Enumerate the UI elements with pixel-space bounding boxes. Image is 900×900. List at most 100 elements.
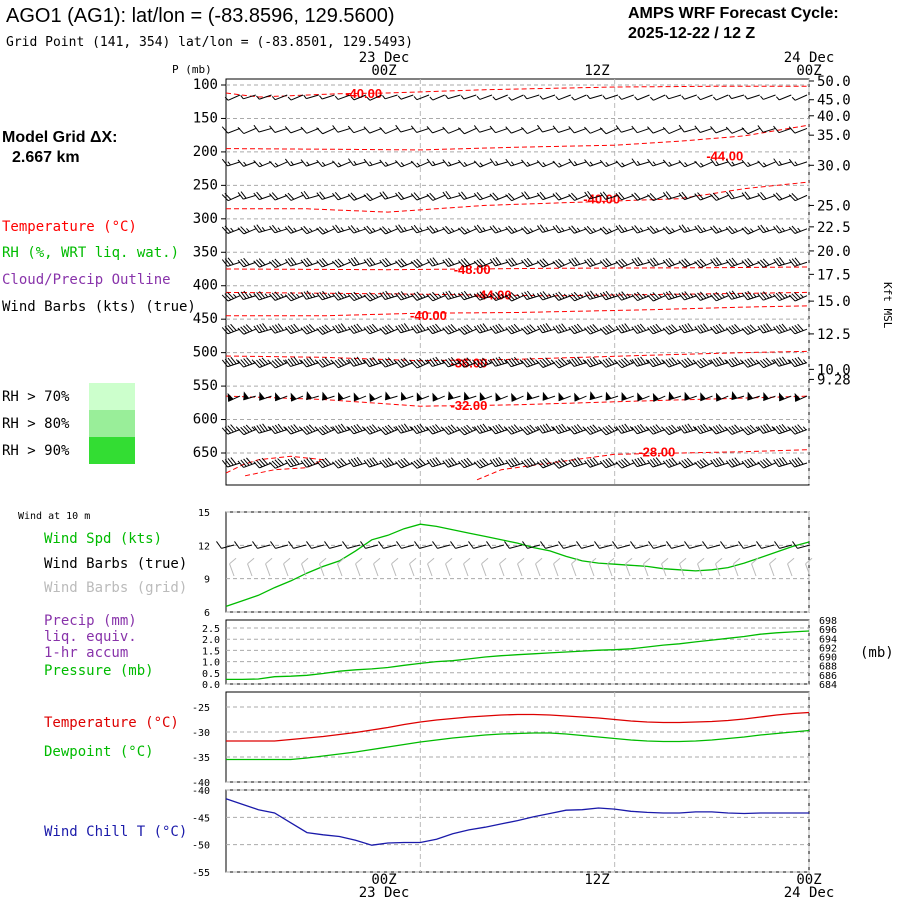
barb-full <box>681 191 688 199</box>
barb-full <box>387 457 395 465</box>
barb-staff <box>321 94 335 100</box>
barb-full <box>621 291 628 299</box>
barb-full <box>744 191 751 199</box>
barb-staff <box>511 94 524 101</box>
barb-half <box>684 162 688 166</box>
barb-half <box>784 293 788 298</box>
barb-staff <box>385 161 398 167</box>
barb-full <box>395 192 402 200</box>
barb-full <box>237 360 244 368</box>
barb-staff <box>464 228 477 235</box>
barb-full <box>552 293 559 301</box>
surface-wind-barb <box>792 541 811 549</box>
barb-staff <box>794 228 808 234</box>
barb-staff <box>716 194 729 201</box>
barb-full <box>373 557 381 565</box>
cross-section-wind-barb <box>757 191 776 201</box>
barb-staff <box>779 94 792 101</box>
barb-full <box>240 226 247 234</box>
cross-section-wind-barb <box>615 357 634 369</box>
cross-section-wind-barb <box>379 126 398 134</box>
barb-full <box>713 358 720 366</box>
barb-staff <box>621 194 634 201</box>
cross-section-wind-barb <box>395 258 414 268</box>
barb-full <box>765 458 773 465</box>
barb-staff <box>447 94 461 100</box>
cross-section-wind-barb <box>479 391 493 402</box>
barb-half <box>592 227 597 232</box>
barb-full <box>584 327 591 335</box>
barb-full <box>694 160 701 168</box>
barb-full <box>450 457 458 465</box>
cross-section-wind-barb <box>710 424 729 435</box>
cross-section-wind-barb <box>508 94 524 101</box>
barb-full <box>489 426 496 435</box>
barb-staff <box>715 261 729 267</box>
barb-full <box>366 358 373 367</box>
barb-full <box>269 293 276 301</box>
barb-full <box>694 261 701 268</box>
legend-cloud: Cloud/Precip Outline <box>2 272 171 288</box>
barb-full <box>382 191 389 199</box>
barb-full <box>221 126 229 134</box>
barb-full <box>319 459 326 467</box>
barb-staff <box>679 563 685 577</box>
barb-staff <box>574 429 587 435</box>
cross-section-wind-barb <box>678 357 697 368</box>
barb-half <box>356 227 360 232</box>
barb-full <box>725 126 733 134</box>
barb-full <box>555 259 562 267</box>
barb-full <box>666 541 672 549</box>
barb-full <box>757 293 764 301</box>
cross-section-wind-barb <box>712 94 729 101</box>
barb-full <box>395 293 402 301</box>
cross-section-wind-barb <box>426 424 445 435</box>
barb-staff <box>769 563 775 577</box>
barb-full <box>607 324 615 332</box>
barb-staff <box>290 328 304 335</box>
cross-section-wind-barb <box>678 423 697 434</box>
cross-section-wind-barb <box>662 424 682 436</box>
barb-full <box>284 193 292 201</box>
barb-half <box>290 161 294 166</box>
barb-full <box>523 426 531 434</box>
barb-full <box>615 325 622 334</box>
barb-full <box>274 258 282 266</box>
barb-full <box>763 424 770 432</box>
barb-full <box>466 457 473 465</box>
barb-full <box>272 425 279 433</box>
barb-full <box>253 425 260 434</box>
grid-wind-barb <box>463 557 471 577</box>
barb-full <box>369 324 376 333</box>
dewpoint-label: Dewpoint (°C) <box>44 744 154 760</box>
cross-section-wind-barb <box>757 125 776 133</box>
barb-full <box>461 291 468 300</box>
barb-full <box>347 426 355 435</box>
barb-full <box>612 541 618 549</box>
barb-full <box>725 159 733 167</box>
barb-staff <box>605 362 619 368</box>
barb-full <box>319 326 326 334</box>
barb-staff <box>416 194 430 201</box>
barb-half <box>419 227 423 232</box>
cross-section-wind-barb <box>316 258 335 268</box>
barb-full <box>473 426 480 434</box>
cross-section-wind-barb <box>536 457 556 469</box>
barb-full <box>221 294 229 302</box>
barb-full <box>458 159 465 167</box>
cross-section-wind-barb <box>552 458 571 469</box>
barb-full <box>571 325 578 333</box>
barb-full <box>348 158 354 166</box>
barb-staff <box>778 127 792 134</box>
barb-full <box>466 324 473 332</box>
barb-full <box>259 323 266 332</box>
barb-full <box>237 126 245 134</box>
barb-staff <box>731 328 745 335</box>
barb-full <box>505 294 512 302</box>
barb-full <box>678 124 685 133</box>
barb-full <box>662 227 670 235</box>
barb-full <box>463 258 471 266</box>
barb-full <box>224 358 231 367</box>
cross-section-wind-barb <box>536 258 556 268</box>
cross-section-wind-barb <box>445 94 461 100</box>
